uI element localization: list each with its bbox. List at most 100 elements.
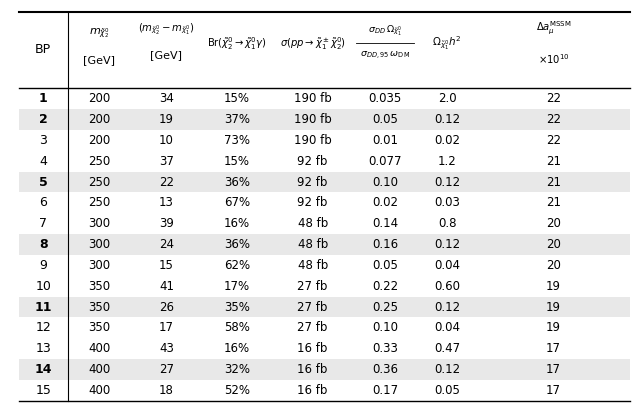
- Text: 350: 350: [88, 300, 110, 314]
- Text: 27 fb: 27 fb: [298, 321, 328, 334]
- Text: 16%: 16%: [224, 342, 250, 355]
- Text: 0.02: 0.02: [372, 196, 398, 209]
- Text: 73%: 73%: [224, 134, 250, 147]
- Text: 190 fb: 190 fb: [294, 92, 332, 105]
- Text: $\sigma_{DD,95}\,\omega_{\mathrm{DM}}$: $\sigma_{DD,95}\,\omega_{\mathrm{DM}}$: [360, 50, 410, 61]
- Text: 0.01: 0.01: [372, 134, 398, 147]
- Text: 19: 19: [546, 321, 561, 334]
- Text: 0.12: 0.12: [434, 238, 460, 251]
- Text: 19: 19: [546, 280, 561, 293]
- Text: 17: 17: [159, 321, 174, 334]
- Text: 16 fb: 16 fb: [298, 384, 328, 397]
- Text: 3: 3: [39, 134, 47, 147]
- Text: 250: 250: [88, 175, 110, 189]
- Text: 17: 17: [546, 342, 561, 355]
- Text: 350: 350: [88, 321, 110, 334]
- Text: 0.22: 0.22: [372, 280, 398, 293]
- Text: 7: 7: [39, 217, 47, 230]
- Text: 12: 12: [35, 321, 51, 334]
- Text: 0.035: 0.035: [369, 92, 402, 105]
- Text: 250: 250: [88, 196, 110, 209]
- Text: 200: 200: [88, 92, 110, 105]
- Text: 32%: 32%: [224, 363, 250, 376]
- Text: 26: 26: [159, 300, 174, 314]
- Text: 19: 19: [546, 300, 561, 314]
- Text: 16%: 16%: [224, 217, 250, 230]
- Text: 15%: 15%: [224, 155, 250, 168]
- Text: 0.05: 0.05: [372, 259, 398, 272]
- Text: 22: 22: [546, 134, 561, 147]
- Text: 9: 9: [39, 259, 47, 272]
- Text: $(m_{\tilde{\chi}^0_2} - m_{\tilde{\chi}^0_1})$: $(m_{\tilde{\chi}^0_2} - m_{\tilde{\chi}…: [138, 21, 195, 37]
- Text: 300: 300: [88, 259, 110, 272]
- Text: 48 fb: 48 fb: [298, 217, 328, 230]
- Text: 37: 37: [159, 155, 174, 168]
- Text: 13: 13: [159, 196, 174, 209]
- Text: 0.12: 0.12: [434, 113, 460, 126]
- Text: 0.02: 0.02: [434, 134, 460, 147]
- Text: 400: 400: [88, 363, 110, 376]
- Text: 0.05: 0.05: [434, 384, 460, 397]
- Text: 13: 13: [35, 342, 51, 355]
- Text: 400: 400: [88, 342, 110, 355]
- Text: 0.8: 0.8: [438, 217, 456, 230]
- Text: 0.04: 0.04: [434, 321, 460, 334]
- Text: 15%: 15%: [224, 92, 250, 105]
- Text: 36%: 36%: [224, 175, 250, 189]
- Text: 19: 19: [159, 113, 174, 126]
- Text: 350: 350: [88, 280, 110, 293]
- Text: 27 fb: 27 fb: [298, 300, 328, 314]
- Text: 400: 400: [88, 384, 110, 397]
- Text: 92 fb: 92 fb: [298, 155, 328, 168]
- Text: 300: 300: [88, 238, 110, 251]
- Text: 0.60: 0.60: [434, 280, 460, 293]
- Text: $\Omega_{\tilde{\chi}^0_1}h^2$: $\Omega_{\tilde{\chi}^0_1}h^2$: [433, 34, 461, 52]
- Text: 1.2: 1.2: [438, 155, 456, 168]
- Text: $\sigma(pp \to \tilde{\chi}^\pm_1 \tilde{\chi}^0_2)$: $\sigma(pp \to \tilde{\chi}^\pm_1 \tilde…: [280, 35, 346, 51]
- Text: 92 fb: 92 fb: [298, 196, 328, 209]
- Text: 0.12: 0.12: [434, 300, 460, 314]
- Text: 6: 6: [39, 196, 47, 209]
- Text: 10: 10: [35, 280, 51, 293]
- Text: 17: 17: [546, 363, 561, 376]
- Text: 20: 20: [546, 259, 561, 272]
- Text: 48 fb: 48 fb: [298, 259, 328, 272]
- Text: 5: 5: [39, 175, 47, 189]
- Text: 39: 39: [159, 217, 174, 230]
- Text: $m_{\tilde{\chi}^0_2}$: $m_{\tilde{\chi}^0_2}$: [89, 26, 109, 40]
- Text: 0.10: 0.10: [372, 175, 398, 189]
- Text: 21: 21: [546, 196, 561, 209]
- Text: 300: 300: [88, 217, 110, 230]
- Text: BP: BP: [35, 43, 51, 56]
- Text: 34: 34: [159, 92, 174, 105]
- Text: 2.0: 2.0: [438, 92, 456, 105]
- Text: 36%: 36%: [224, 238, 250, 251]
- Text: 62%: 62%: [224, 259, 250, 272]
- Text: 18: 18: [159, 384, 174, 397]
- Text: 0.33: 0.33: [372, 342, 398, 355]
- Text: 20: 20: [546, 217, 561, 230]
- Text: 15: 15: [35, 384, 51, 397]
- Text: 0.077: 0.077: [369, 155, 402, 168]
- Text: 21: 21: [546, 155, 561, 168]
- Text: 48 fb: 48 fb: [298, 238, 328, 251]
- Text: 20: 20: [546, 238, 561, 251]
- Text: [GeV]: [GeV]: [150, 51, 182, 60]
- Text: 1: 1: [39, 92, 47, 105]
- Text: 17: 17: [546, 384, 561, 397]
- Text: 11: 11: [35, 300, 52, 314]
- Text: 58%: 58%: [224, 321, 250, 334]
- Text: 0.36: 0.36: [372, 363, 398, 376]
- Text: $\mathrm{Br}(\tilde{\chi}^0_2 \to \tilde{\chi}^0_1\gamma)$: $\mathrm{Br}(\tilde{\chi}^0_2 \to \tilde…: [207, 35, 267, 51]
- Text: 2: 2: [39, 113, 47, 126]
- Text: 43: 43: [159, 342, 174, 355]
- Text: 190 fb: 190 fb: [294, 134, 332, 147]
- Text: 67%: 67%: [224, 196, 250, 209]
- Text: 200: 200: [88, 113, 110, 126]
- Text: 0.04: 0.04: [434, 259, 460, 272]
- Text: 0.05: 0.05: [372, 113, 398, 126]
- Text: 8: 8: [39, 238, 47, 251]
- Text: 27: 27: [159, 363, 174, 376]
- Text: 15: 15: [159, 259, 174, 272]
- Text: $\Delta a_\mu^{\mathrm{MSSM}}$: $\Delta a_\mu^{\mathrm{MSSM}}$: [536, 20, 572, 37]
